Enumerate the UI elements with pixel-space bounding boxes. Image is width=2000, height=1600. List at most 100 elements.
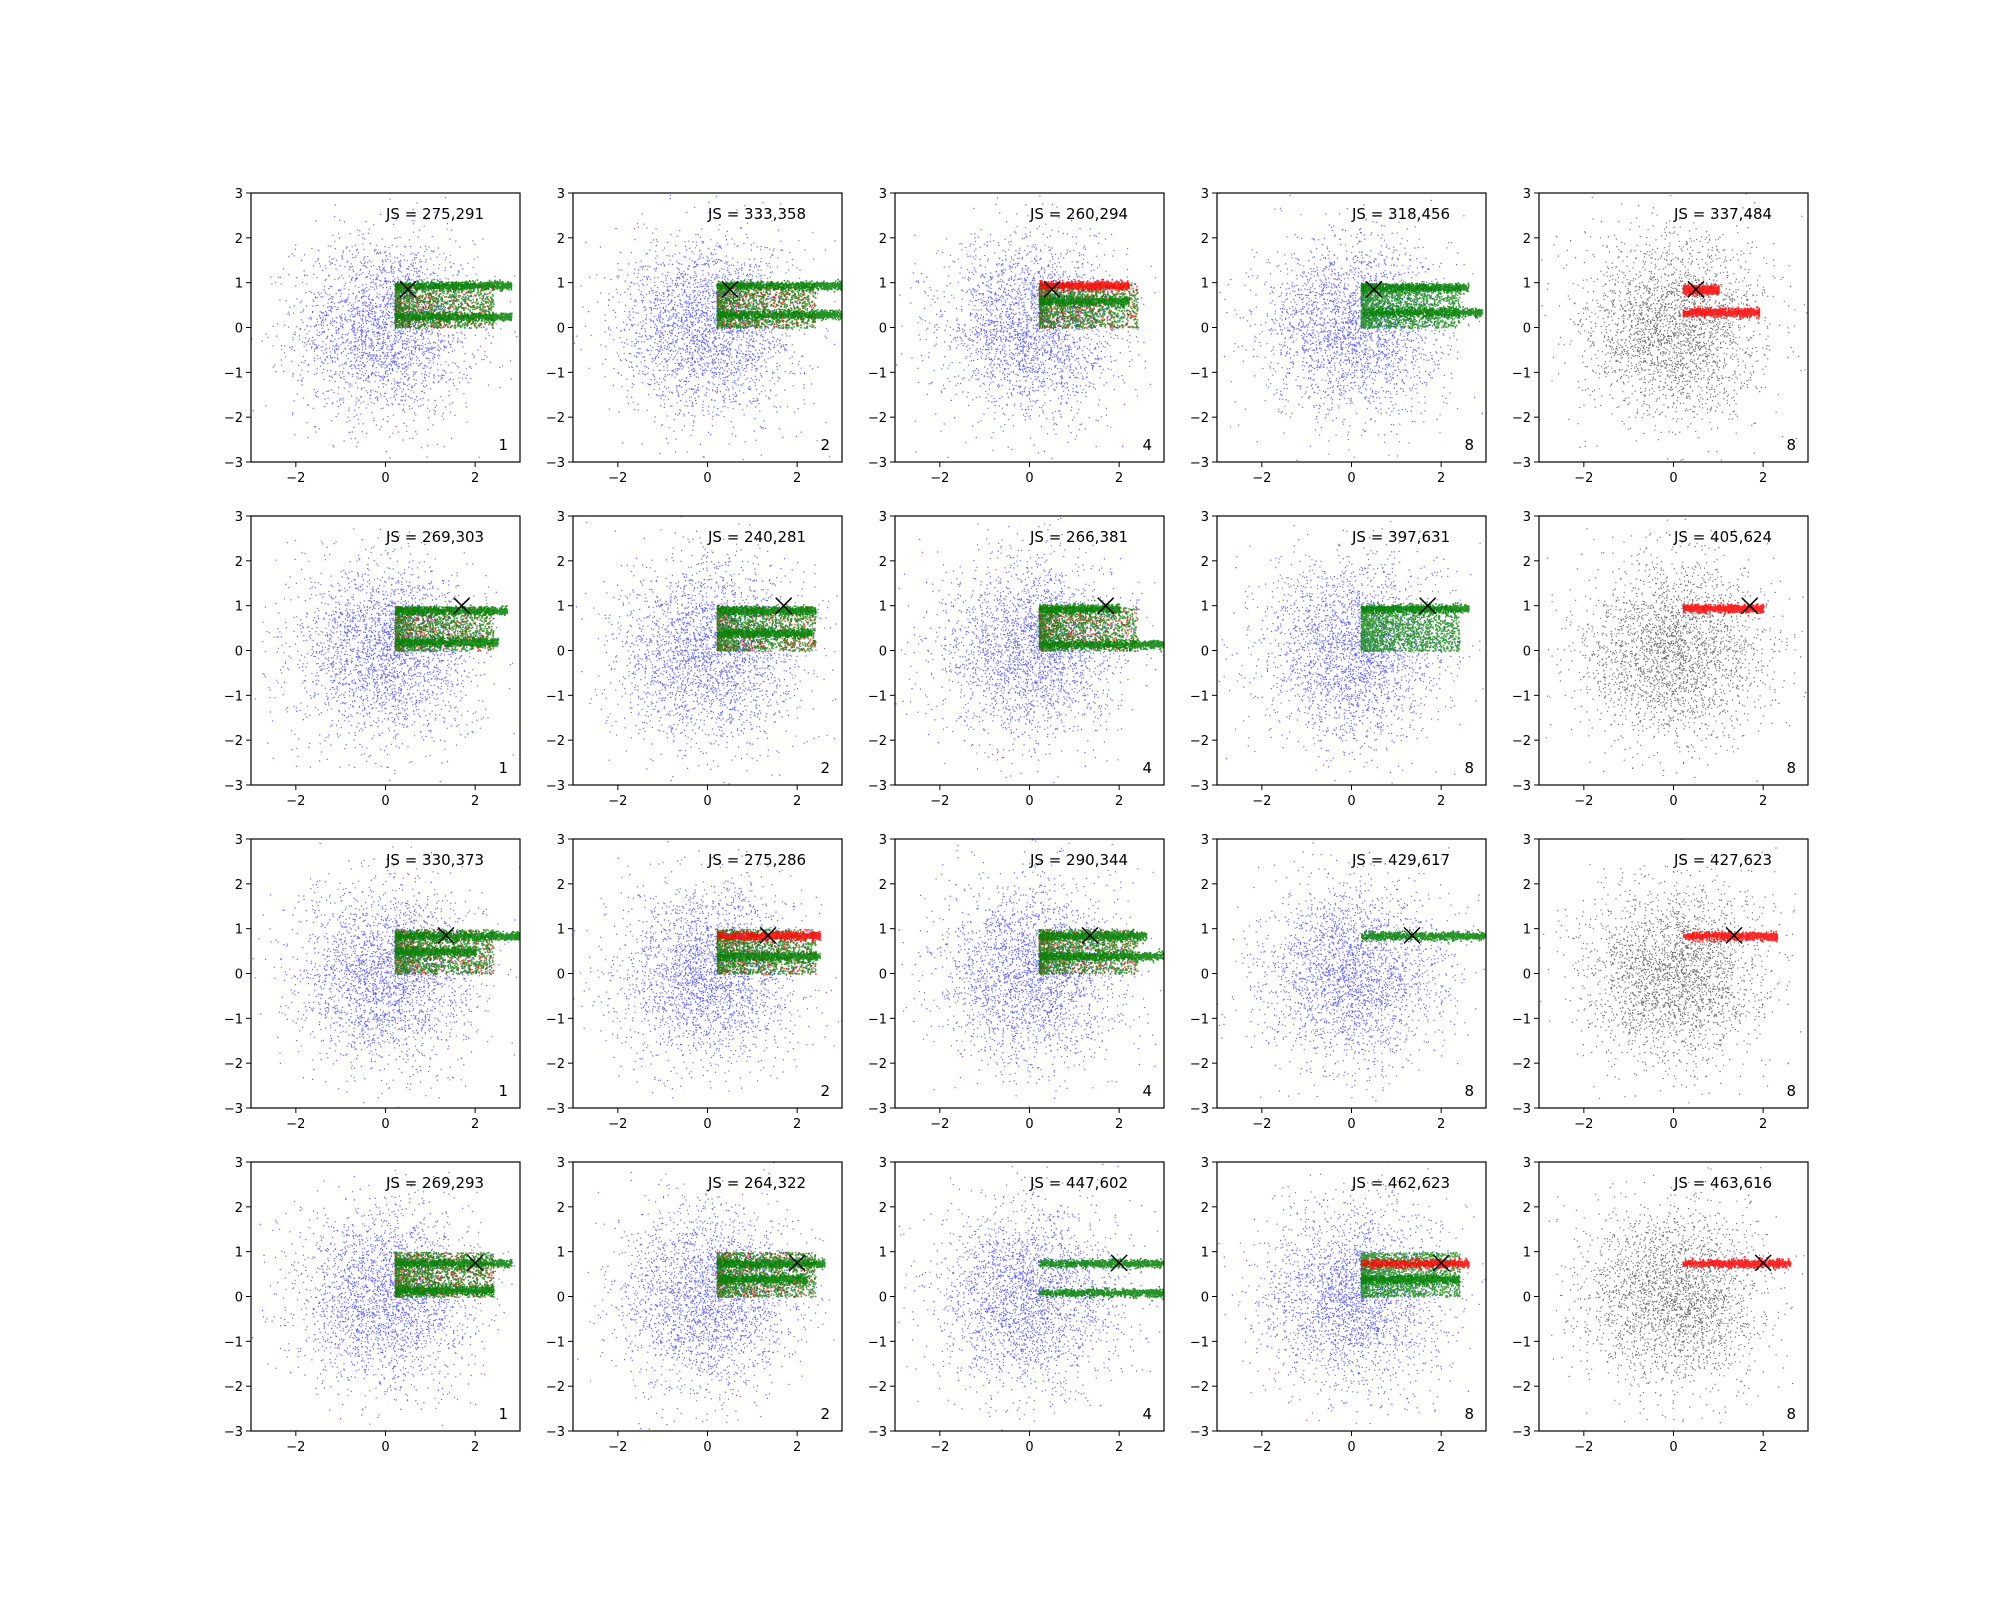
y-tick-label: 3 [1523, 833, 1531, 848]
y-tick-label: 0 [879, 645, 887, 660]
y-tick-label: 3 [1523, 1156, 1531, 1171]
y-tick-label: 1 [879, 1246, 887, 1261]
y-tick-label: 1 [235, 1246, 243, 1261]
scatter-points [858, 508, 1182, 795]
y-tick-label: −2 [546, 1380, 565, 1395]
y-tick-label: 1 [235, 923, 243, 938]
x-tick-label: −2 [608, 794, 627, 809]
y-tick-label: −1 [1190, 1012, 1209, 1027]
y-tick-label: −3 [868, 779, 887, 794]
js-annotation: JS = 462,623 [1351, 1174, 1450, 1192]
y-tick-label: 2 [1523, 878, 1531, 893]
y-tick-label: 0 [235, 645, 243, 660]
y-tick-label: 1 [1201, 600, 1209, 615]
y-tick-label: 3 [1201, 510, 1209, 525]
scatter-points [210, 508, 581, 790]
band-1-points [1039, 1258, 1166, 1271]
y-tick-label: −3 [1512, 779, 1531, 794]
y-tick-label: 1 [1523, 600, 1531, 615]
y-tick-label: 1 [235, 277, 243, 292]
y-tick-label: −2 [546, 1057, 565, 1072]
x-tick-label: 2 [1759, 471, 1767, 486]
scatter-points [205, 174, 550, 517]
y-tick-label: −2 [546, 734, 565, 749]
y-tick-label: 2 [557, 232, 565, 247]
y-tick-label: 0 [1523, 322, 1531, 337]
y-tick-label: 3 [1201, 1156, 1209, 1171]
background-points [1168, 1133, 1511, 1476]
y-tick-label: 2 [557, 555, 565, 570]
x-tick-label: 2 [793, 471, 801, 486]
scatter-points [1182, 825, 1492, 1159]
y-tick-label: −3 [224, 1102, 243, 1117]
panel-number: 4 [1142, 436, 1152, 454]
x-tick-label: 2 [1759, 1117, 1767, 1132]
axes-frame [895, 839, 1164, 1108]
y-tick-label: −2 [1190, 411, 1209, 426]
y-tick-label: 1 [557, 600, 565, 615]
y-tick-label: 0 [1201, 1291, 1209, 1306]
y-tick-label: 3 [235, 187, 243, 202]
y-tick-label: 3 [235, 833, 243, 848]
x-tick-label: −2 [1252, 1440, 1271, 1455]
y-tick-label: −3 [868, 456, 887, 471]
x-tick-label: 2 [1437, 794, 1445, 809]
scatter-points [555, 1140, 858, 1444]
js-annotation: JS = 337,484 [1673, 205, 1772, 223]
js-annotation: JS = 269,303 [385, 528, 484, 546]
x-tick-label: 0 [703, 794, 711, 809]
background-points [1182, 825, 1492, 1159]
y-tick-label: 2 [1523, 555, 1531, 570]
js-annotation: JS = 397,631 [1351, 528, 1450, 546]
panel-number: 1 [498, 759, 508, 777]
y-tick-label: 2 [1523, 232, 1531, 247]
y-tick-label: 1 [1201, 1246, 1209, 1261]
y-tick-label: 0 [557, 1291, 565, 1306]
y-tick-label: 3 [1201, 833, 1209, 848]
y-tick-label: 2 [1201, 878, 1209, 893]
panel-number: 8 [1464, 436, 1474, 454]
y-tick-label: 3 [1201, 187, 1209, 202]
background-points [1499, 170, 1821, 484]
y-tick-label: 0 [1201, 645, 1209, 660]
y-tick-label: 0 [879, 1291, 887, 1306]
y-tick-label: −1 [1190, 689, 1209, 704]
y-tick-label: 2 [235, 232, 243, 247]
x-tick-label: 2 [471, 794, 479, 809]
scatter-points [559, 505, 845, 814]
x-tick-label: 2 [1115, 1117, 1123, 1132]
x-tick-label: 0 [703, 471, 711, 486]
y-tick-label: 1 [557, 1246, 565, 1261]
y-tick-label: 1 [557, 277, 565, 292]
panel-number: 2 [820, 759, 830, 777]
panel-number: 1 [498, 1082, 508, 1100]
y-tick-label: 3 [879, 510, 887, 525]
y-tick-label: 1 [1201, 277, 1209, 292]
scatter-points [554, 818, 854, 1120]
x-tick-label: 0 [1347, 1117, 1355, 1132]
y-tick-label: −2 [868, 1057, 887, 1072]
y-tick-label: 2 [879, 1201, 887, 1216]
y-tick-label: 2 [557, 1201, 565, 1216]
x-tick-label: −2 [1252, 794, 1271, 809]
x-tick-label: 2 [1115, 1440, 1123, 1455]
axes-frame [1539, 516, 1808, 785]
js-annotation: JS = 240,281 [707, 528, 806, 546]
y-tick-label: −2 [224, 1380, 243, 1395]
y-tick-label: 0 [1201, 968, 1209, 983]
y-tick-label: −1 [546, 1335, 565, 1350]
y-tick-label: −2 [868, 1380, 887, 1395]
y-tick-label: −2 [868, 734, 887, 749]
x-tick-label: −2 [1574, 1117, 1593, 1132]
x-tick-label: −2 [608, 1440, 627, 1455]
x-tick-label: 2 [1437, 471, 1445, 486]
background-points [205, 174, 550, 517]
